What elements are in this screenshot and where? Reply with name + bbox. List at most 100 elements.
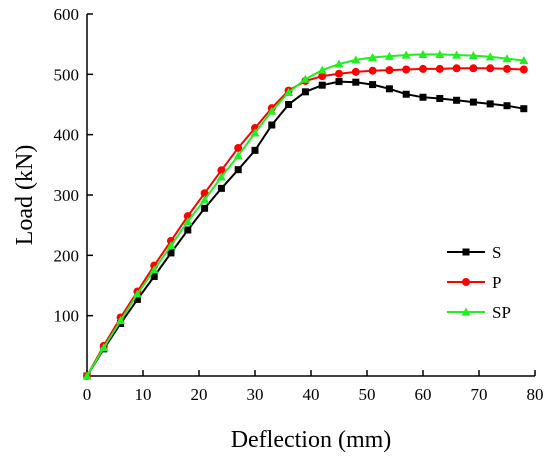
data-point — [317, 65, 327, 74]
data-point — [468, 51, 478, 60]
x-tick-label: 30 — [247, 385, 264, 404]
data-point — [217, 184, 225, 192]
data-point — [132, 289, 142, 298]
data-point — [385, 85, 393, 93]
data-point — [402, 65, 411, 74]
y-tick-label: 300 — [54, 186, 80, 205]
x-tick-label: 40 — [303, 385, 320, 404]
data-point — [462, 248, 470, 256]
data-point — [469, 98, 477, 106]
data-point — [486, 64, 495, 73]
x-axis-title: Deflection (mm) — [231, 427, 392, 453]
data-point — [520, 105, 528, 113]
legend-item-p: P — [447, 273, 501, 292]
data-point — [167, 249, 175, 257]
data-point — [452, 50, 462, 59]
data-point — [250, 128, 260, 137]
data-point — [502, 54, 512, 63]
data-point — [385, 66, 394, 75]
x-tick-label: 50 — [359, 385, 376, 404]
data-point — [216, 172, 226, 181]
data-point — [82, 371, 92, 380]
data-point — [267, 106, 277, 115]
data-point — [335, 78, 343, 86]
legend-label: SP — [492, 303, 511, 322]
y-tick-label: 200 — [54, 246, 80, 265]
x-tick-label: 20 — [191, 385, 208, 404]
data-point — [166, 241, 176, 250]
data-point — [234, 166, 242, 174]
series-s — [83, 78, 528, 380]
legend-item-s: S — [447, 243, 501, 262]
data-point — [469, 64, 478, 73]
data-point — [116, 315, 126, 325]
series-layer — [82, 49, 529, 380]
data-point — [284, 87, 294, 97]
data-point — [453, 96, 461, 104]
data-point — [268, 121, 276, 129]
legend: SP SP — [447, 243, 511, 322]
data-point — [418, 49, 428, 59]
data-point — [401, 50, 411, 59]
data-point — [486, 100, 494, 108]
data-point — [368, 52, 378, 62]
data-point — [351, 67, 360, 76]
data-point — [369, 81, 377, 89]
x-tick-label: 10 — [135, 385, 152, 404]
data-point — [150, 272, 158, 280]
data-point — [485, 52, 495, 61]
data-point — [149, 265, 159, 274]
x-tick-label: 80 — [527, 385, 544, 404]
series-line — [86, 67, 524, 377]
y-axis-title: Load (kN) — [12, 145, 38, 246]
series-line — [86, 80, 524, 377]
data-point — [300, 74, 310, 83]
data-point — [402, 90, 410, 98]
legend-label: P — [492, 273, 501, 292]
data-point — [285, 101, 293, 108]
x-tick-label: 60 — [415, 385, 432, 404]
y-tick-label: 500 — [54, 65, 80, 84]
data-point — [233, 151, 243, 160]
x-tick-label: 0 — [83, 385, 92, 404]
legend-item-sp: SP — [447, 303, 511, 322]
x-axis-ticks: 0 10 20 30 40 50 60 70 80 — [83, 370, 544, 404]
data-point — [503, 102, 511, 110]
data-point — [419, 93, 427, 101]
data-point — [368, 66, 377, 75]
data-point — [133, 295, 141, 303]
data-point — [436, 94, 444, 102]
data-point — [99, 343, 109, 352]
data-point — [234, 143, 243, 152]
legend-label: S — [492, 243, 501, 262]
y-tick-label: 400 — [54, 126, 80, 145]
data-point — [301, 88, 309, 96]
y-axis-ticks: 100 200 300 400 500 600 — [54, 5, 93, 326]
data-point — [503, 64, 511, 73]
data-point — [519, 65, 528, 74]
data-point — [335, 69, 343, 78]
data-point — [200, 195, 210, 204]
x-tick-label: 70 — [471, 385, 488, 404]
data-point — [318, 81, 326, 89]
data-point — [318, 72, 327, 81]
data-point — [251, 146, 259, 154]
y-tick-label: 100 — [54, 307, 80, 326]
series-sp — [82, 49, 529, 380]
data-point — [435, 49, 445, 59]
data-point — [352, 78, 360, 86]
data-point — [461, 307, 471, 316]
data-point — [184, 226, 192, 234]
data-point — [201, 204, 209, 212]
data-point — [419, 64, 427, 73]
y-tick-label: 600 — [54, 5, 80, 24]
data-point — [452, 64, 461, 73]
data-point — [462, 278, 470, 286]
data-point — [519, 55, 529, 65]
data-point — [384, 51, 394, 60]
data-point — [183, 217, 193, 226]
data-point — [351, 55, 361, 64]
data-point — [217, 166, 226, 175]
data-point — [200, 189, 209, 198]
